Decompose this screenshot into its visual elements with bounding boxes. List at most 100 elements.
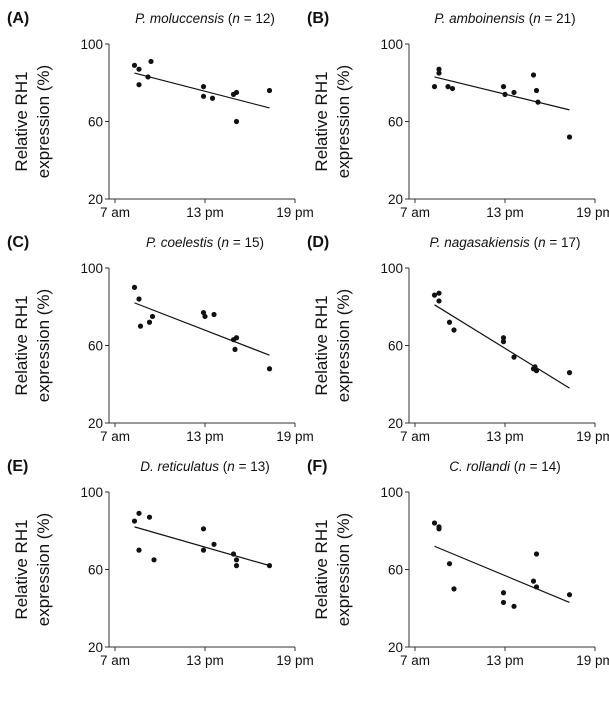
y-tick-label: 20 [388, 640, 403, 655]
x-tick-label: 13 pm [186, 429, 224, 444]
panel-letter: (E) [7, 458, 28, 475]
data-point [136, 66, 142, 72]
data-point [436, 298, 442, 304]
data-point [136, 510, 142, 516]
x-tick-label: 13 pm [186, 653, 224, 668]
data-point [146, 514, 153, 520]
data-point [149, 313, 156, 320]
data-point [233, 89, 240, 96]
species-name: C. rollandi [449, 459, 511, 474]
title-paren-open: ( [525, 11, 534, 26]
panel-b: (B) P. amboinensis (n = 21) Relative RH1 ex… [307, 10, 609, 220]
y-tick-label: 60 [388, 563, 403, 578]
x-tick-label: 13 pm [486, 653, 524, 668]
data-point [266, 563, 273, 569]
y-axis-label-line1: Relative RH1 [312, 519, 331, 619]
panel-letter: (C) [7, 234, 29, 251]
data-point [266, 87, 273, 94]
title-paren-open: ( [219, 459, 228, 474]
y-axis-label-line2: expression (%) [334, 65, 353, 178]
y-tick-label: 60 [388, 339, 403, 354]
data-point [533, 584, 540, 590]
data-point [431, 292, 438, 298]
data-point [200, 93, 207, 99]
panel-e: (E) D. reticulatus (n = 13) Relative RH1 ex… [7, 458, 314, 668]
panel-title: P. nagasakiensis (n = 17) [429, 235, 580, 250]
data-point [532, 364, 538, 370]
data-point [200, 84, 207, 90]
species-name: D. reticulatus [140, 459, 219, 474]
species-name: P. nagasakiensis [429, 235, 530, 250]
title-equals: = [240, 11, 255, 26]
y-tick-label: 100 [380, 485, 403, 500]
y-tick-label: 20 [88, 416, 103, 431]
panel-letter: (A) [7, 10, 29, 27]
data-point [233, 118, 240, 125]
data-point [535, 99, 541, 105]
title-paren-open: ( [510, 459, 519, 474]
species-name: P. coelestis [146, 235, 214, 250]
n-value: 21 [556, 11, 571, 26]
data-point [530, 72, 537, 78]
title-paren-close: ) [556, 459, 561, 474]
n-label: n [232, 11, 240, 26]
y-tick-label: 60 [388, 115, 403, 130]
data-point [500, 335, 507, 341]
data-point [151, 557, 157, 563]
data-point [451, 327, 457, 333]
data-point [500, 84, 507, 90]
y-tick-label: 60 [88, 563, 103, 578]
data-point [445, 84, 451, 90]
x-tick-label: 13 pm [486, 205, 524, 220]
y-axis-label-line2: expression (%) [34, 513, 53, 626]
data-point [200, 526, 207, 532]
n-label: n [533, 11, 541, 26]
x-tick-label: 7 am [400, 429, 430, 444]
data-point [533, 87, 540, 94]
panel-f: (F) C. rollandi (n = 14) Relative RH1 expre… [307, 458, 609, 668]
data-point [136, 296, 142, 302]
data-point [431, 520, 438, 526]
panel-letter: (F) [307, 458, 327, 475]
data-point [500, 339, 507, 345]
x-tick-label: 7 am [100, 205, 130, 220]
data-point [211, 311, 217, 318]
data-point [451, 586, 457, 592]
title-equals: = [235, 459, 250, 474]
panel-title: P. moluccensis (n = 12) [135, 11, 275, 26]
data-point [136, 547, 142, 553]
y-axis-label-line1: Relative RH1 [12, 295, 31, 395]
title-paren-close: ) [259, 235, 264, 250]
x-tick-label: 19 pm [576, 429, 609, 444]
data-point [131, 284, 138, 290]
species-name: P. amboinensis [434, 11, 525, 26]
data-point [533, 551, 540, 557]
data-point [232, 346, 238, 352]
n-value: 15 [244, 235, 259, 250]
data-point [131, 62, 138, 68]
n-label: n [227, 459, 235, 474]
title-equals: = [546, 235, 561, 250]
x-tick-label: 19 pm [576, 205, 609, 220]
title-equals: = [526, 459, 541, 474]
y-axis-label-line2: expression (%) [334, 289, 353, 402]
data-point [449, 85, 456, 92]
y-tick-label: 100 [80, 485, 103, 500]
n-value: 14 [541, 459, 557, 474]
title-paren-open: ( [213, 235, 222, 250]
data-point [436, 66, 442, 72]
data-point [511, 89, 517, 96]
data-point [436, 70, 442, 76]
n-label: n [538, 235, 546, 250]
x-tick-label: 13 pm [186, 205, 224, 220]
trend-line [134, 72, 270, 109]
y-tick-label: 20 [88, 640, 103, 655]
panel-title: D. reticulatus (n = 13) [140, 459, 269, 474]
data-point [446, 561, 453, 567]
y-axis-label-line2: expression (%) [34, 65, 53, 178]
data-point [211, 541, 217, 547]
data-point [500, 590, 507, 596]
x-tick-label: 7 am [100, 653, 130, 668]
y-axis-label-line2: expression (%) [34, 289, 53, 402]
trend-line [134, 526, 270, 567]
